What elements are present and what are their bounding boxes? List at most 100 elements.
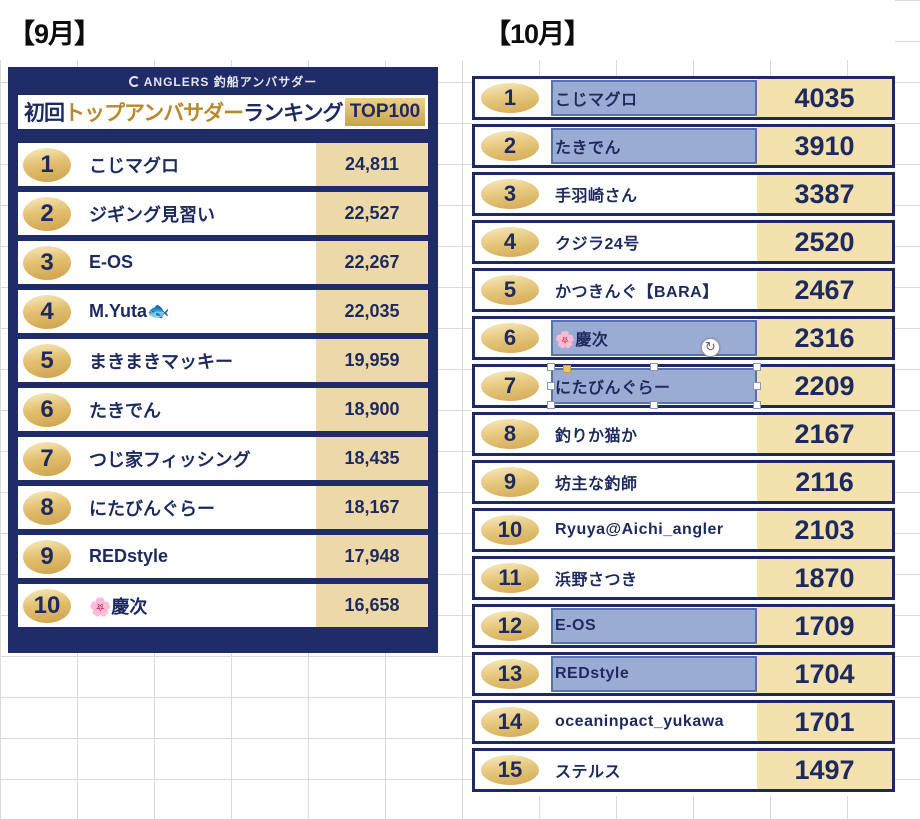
score-value: 18,900 bbox=[316, 388, 428, 431]
selected-name-textbox[interactable] bbox=[551, 80, 757, 116]
ranking-row: 10 🌸慶次 16,658 bbox=[18, 584, 428, 627]
rotate-handle-icon[interactable]: ↻ bbox=[701, 338, 720, 357]
adjust-handle[interactable] bbox=[563, 365, 571, 373]
anglers-brand-text: ANGLERS 釣船アンバサダー bbox=[143, 75, 318, 89]
angler-name: E-OS bbox=[89, 252, 134, 272]
rank-badge: 14 bbox=[481, 707, 539, 737]
rank-badge: 9 bbox=[23, 539, 71, 574]
ranking-row: 9 REDstyle 17,948 bbox=[18, 535, 428, 578]
rank-badge: 11 bbox=[481, 563, 539, 593]
ranking-row: 2 たきでん 3910 bbox=[472, 124, 895, 168]
resize-handle[interactable] bbox=[753, 382, 761, 390]
rank-badge: 5 bbox=[23, 343, 71, 378]
rank-badge: 9 bbox=[481, 467, 539, 497]
angler-name: oceaninpact_yukawa bbox=[555, 713, 725, 730]
title-part-2: トップアンバサダー bbox=[64, 102, 244, 125]
anglers-logo-icon bbox=[128, 76, 140, 87]
resize-handle[interactable] bbox=[547, 401, 555, 409]
angler-name: 釣りか猫か bbox=[555, 428, 638, 445]
rank-badge: 4 bbox=[481, 227, 539, 257]
top-white-strip bbox=[0, 0, 895, 60]
rank-number: 13 bbox=[497, 661, 523, 686]
ranking-row: 9 坊主な釣師 2116 bbox=[472, 460, 895, 504]
rank-number: 7 bbox=[503, 373, 517, 398]
rank-number: 11 bbox=[498, 565, 522, 590]
angler-name: ジギング見習い bbox=[89, 204, 215, 225]
resize-handle[interactable] bbox=[753, 363, 761, 371]
angler-name: かつきんぐ【BARA】 bbox=[555, 284, 719, 301]
rank-badge: 12 bbox=[481, 611, 539, 641]
selected-name-textbox[interactable] bbox=[551, 608, 757, 644]
score-value: 24,811 bbox=[316, 143, 428, 186]
rank-number: 14 bbox=[497, 709, 523, 734]
resize-handle[interactable] bbox=[650, 363, 658, 371]
rank-number: 5 bbox=[40, 346, 54, 374]
ranking-row: 12 E-OS 1709 bbox=[472, 604, 895, 648]
october-ranking-table[interactable]: 1 こじマグロ 4035 2 たきでん 3910 3 手羽崎さん 3387 4 … bbox=[472, 76, 895, 796]
angler-name: 🌸慶次 bbox=[89, 596, 148, 617]
angler-name: 浜野さつき bbox=[555, 572, 638, 589]
score-value: 2209 bbox=[757, 367, 892, 405]
score-value: 1497 bbox=[757, 751, 892, 789]
score-value: 22,035 bbox=[316, 290, 428, 333]
rank-number: 3 bbox=[40, 248, 54, 276]
rank-badge: 8 bbox=[23, 490, 71, 525]
september-ranking-image[interactable]: ANGLERS 釣船アンバサダー 初回 トップアンバサダー ランキング TOP1… bbox=[8, 67, 438, 653]
angler-name: Ryuya@Aichi_angler bbox=[555, 521, 724, 538]
score-value: 18,435 bbox=[316, 437, 428, 480]
ranking-row: 3 手羽崎さん 3387 bbox=[472, 172, 895, 216]
angler-name: にたびんぐらー bbox=[555, 380, 671, 397]
rank-number: 8 bbox=[503, 421, 517, 446]
score-value: 1870 bbox=[757, 559, 892, 597]
score-value: 18,167 bbox=[316, 486, 428, 529]
rank-number: 2 bbox=[503, 133, 517, 158]
selected-name-textbox[interactable] bbox=[551, 128, 757, 164]
rank-number: 4 bbox=[40, 297, 54, 325]
september-label: 【9月】 bbox=[8, 19, 101, 49]
ranking-row: 11 浜野さつき 1870 bbox=[472, 556, 895, 600]
rank-badge: 6 bbox=[23, 392, 71, 427]
angler-name: E-OS bbox=[555, 617, 597, 634]
ranking-row: 10 Ryuya@Aichi_angler 2103 bbox=[472, 508, 895, 552]
rank-number: 2 bbox=[40, 199, 54, 227]
angler-name: たきでん bbox=[555, 140, 622, 157]
rank-number: 12 bbox=[497, 613, 523, 638]
ranking-row: 5 まきまきマッキー 19,959 bbox=[18, 339, 428, 382]
resize-handle[interactable] bbox=[547, 363, 555, 371]
rank-badge: 15 bbox=[481, 755, 539, 785]
score-value: 2103 bbox=[757, 511, 892, 549]
rank-badge: 7 bbox=[481, 371, 539, 401]
ranking-row: 5 かつきんぐ【BARA】 2467 bbox=[472, 268, 895, 312]
rank-number: 4 bbox=[503, 229, 517, 254]
score-value: 17,948 bbox=[316, 535, 428, 578]
score-value: 3387 bbox=[757, 175, 892, 213]
ranking-row: 13 REDstyle 1704 bbox=[472, 652, 895, 696]
selected-name-textbox[interactable] bbox=[551, 656, 757, 692]
score-value: 2116 bbox=[757, 463, 892, 501]
angler-name: たきでん bbox=[89, 400, 161, 421]
ranking-row: 2 ジギング見習い 22,527 bbox=[18, 192, 428, 235]
score-value: 2467 bbox=[757, 271, 892, 309]
rank-badge: 1 bbox=[23, 147, 71, 182]
score-value: 1709 bbox=[757, 607, 892, 645]
resize-handle[interactable] bbox=[650, 401, 658, 409]
angler-name: 🌸慶次 bbox=[555, 332, 609, 349]
october-label: 【10月】 bbox=[484, 19, 591, 49]
resize-handle[interactable] bbox=[547, 382, 555, 390]
ranking-row: 8 釣りか猫か 2167 bbox=[472, 412, 895, 456]
resize-handle[interactable] bbox=[753, 401, 761, 409]
score-value: 22,267 bbox=[316, 241, 428, 284]
score-value: 16,658 bbox=[316, 584, 428, 627]
september-title-bar: 初回 トップアンバサダー ランキング TOP100 bbox=[18, 95, 428, 129]
ranking-row: 4 クジラ24号 2520 bbox=[472, 220, 895, 264]
rank-badge: 1 bbox=[481, 83, 539, 113]
ranking-row: 3 E-OS 22,267 bbox=[18, 241, 428, 284]
score-value: 22,527 bbox=[316, 192, 428, 235]
ranking-row: 8 にたびんぐらー 18,167 bbox=[18, 486, 428, 529]
ranking-row: 15 ステルス 1497 bbox=[472, 748, 895, 792]
selected-name-textbox[interactable] bbox=[551, 320, 757, 356]
ranking-row: 6 🌸慶次 2316 bbox=[472, 316, 895, 360]
rank-badge: 3 bbox=[23, 245, 71, 280]
ranking-row: 14 oceaninpact_yukawa 1701 bbox=[472, 700, 895, 744]
